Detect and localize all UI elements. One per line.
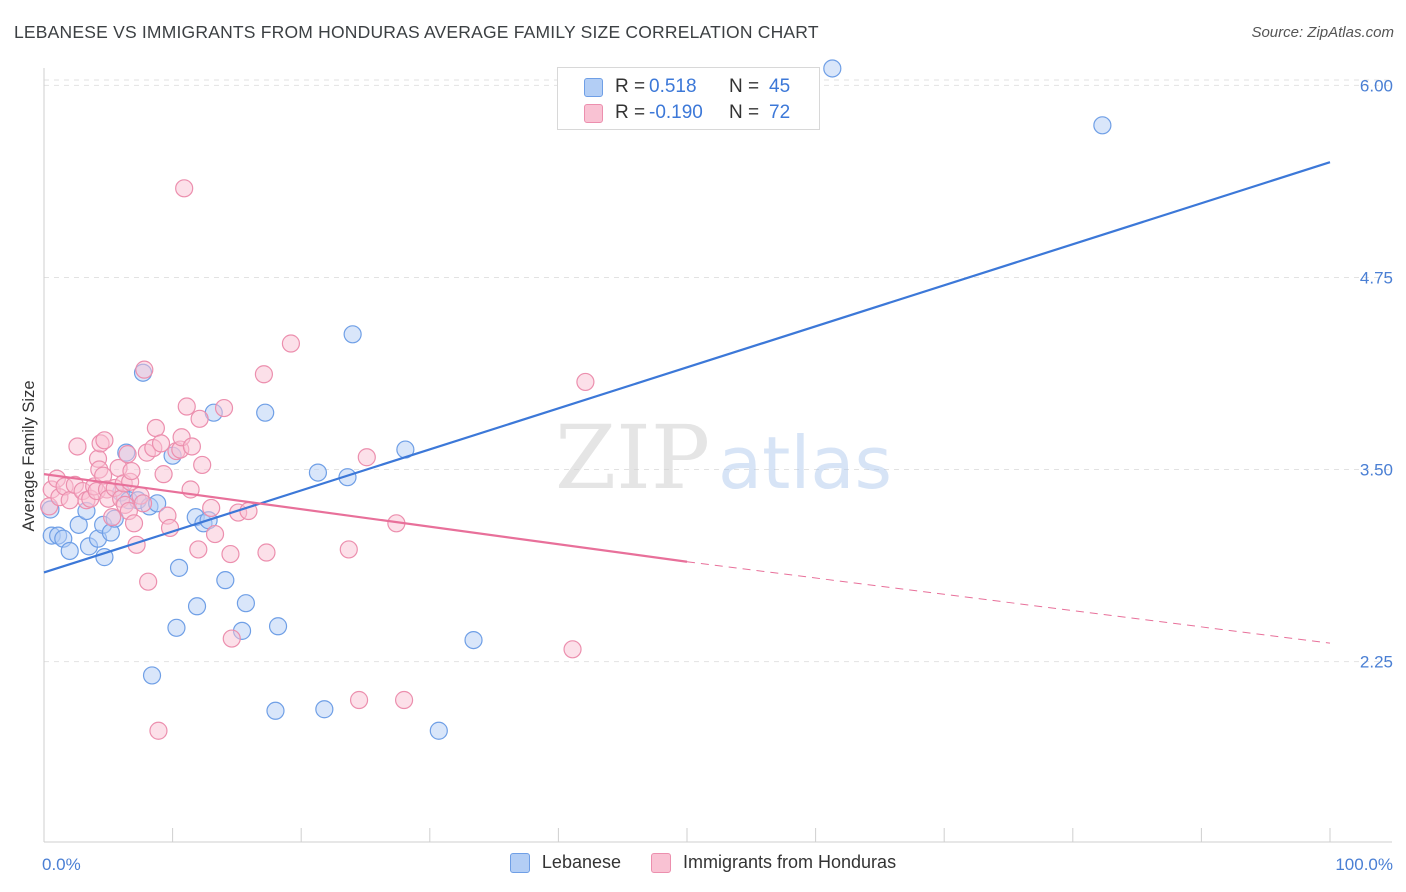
point-lebanese-31 bbox=[236, 594, 256, 613]
point-lebanese-29 bbox=[216, 571, 235, 590]
point-lebanese-37 bbox=[338, 468, 357, 487]
legend-n-label: N = bbox=[729, 76, 760, 97]
point-honduras-69 bbox=[563, 640, 582, 659]
point-lebanese-23 bbox=[169, 558, 189, 577]
legend-n-value: 45 bbox=[769, 76, 791, 97]
legend-swatch-honduras bbox=[651, 852, 671, 873]
point-lebanese-38 bbox=[343, 325, 362, 344]
point-honduras-66 bbox=[357, 448, 376, 467]
point-lebanese-43 bbox=[1093, 116, 1112, 135]
y-tick-label-1: 3.50 bbox=[1360, 461, 1393, 480]
point-honduras-41 bbox=[154, 465, 173, 484]
point-lebanese-34 bbox=[268, 617, 288, 636]
point-lebanese-19 bbox=[142, 666, 162, 685]
legend-item-honduras[interactable]: Immigrants from Honduras bbox=[651, 852, 896, 873]
point-lebanese-40 bbox=[429, 721, 448, 740]
axes bbox=[43, 68, 1392, 843]
point-honduras-40 bbox=[151, 434, 171, 453]
point-honduras-64 bbox=[339, 540, 358, 559]
point-honduras-70 bbox=[576, 372, 595, 392]
legend-n-value: 72 bbox=[769, 102, 791, 123]
correlation-legend: R = 0.518 N = 45 R = -0.190 N = 72 bbox=[557, 67, 820, 130]
point-honduras-29 bbox=[122, 461, 141, 481]
point-honduras-62 bbox=[257, 543, 276, 562]
watermark-atlas: atlas bbox=[718, 421, 892, 505]
point-lebanese-25 bbox=[187, 597, 207, 616]
chart-title: LEBANESE VS IMMIGRANTS FROM HONDURAS AVE… bbox=[14, 22, 819, 42]
source-label: Source: ZipAtlas.com bbox=[1251, 24, 1394, 41]
point-honduras-50 bbox=[182, 437, 201, 456]
point-lebanese-4 bbox=[60, 541, 79, 561]
point-honduras-68 bbox=[394, 690, 414, 710]
point-honduras-39 bbox=[149, 721, 168, 740]
point-lebanese-36 bbox=[315, 700, 334, 719]
y-tick-label-2: 4.75 bbox=[1360, 268, 1393, 287]
legend-row-lebanese: R = 0.518 N = 45 bbox=[584, 75, 790, 99]
trendline-lebanese bbox=[43, 161, 1331, 574]
point-honduras-26 bbox=[118, 445, 137, 464]
point-honduras-30 bbox=[124, 514, 144, 533]
point-honduras-54 bbox=[202, 498, 221, 518]
legend-r-label: R = bbox=[615, 102, 646, 123]
point-lebanese-5 bbox=[69, 515, 88, 534]
legend-r-value: -0.190 bbox=[649, 102, 703, 123]
point-honduras-33 bbox=[133, 494, 153, 513]
point-lebanese-42 bbox=[823, 59, 842, 78]
series-legend: Lebanese Immigrants from Honduras bbox=[0, 852, 1406, 873]
series-lebanese-points bbox=[41, 59, 1112, 740]
legend-label-lebanese: Lebanese bbox=[541, 852, 621, 872]
point-lebanese-33 bbox=[266, 701, 285, 720]
x-tick-label-0: 0.0% bbox=[42, 855, 81, 874]
x-tick-labels: 0.0% 100.0% bbox=[42, 855, 1393, 874]
y-axis-label: Average Family Size bbox=[20, 380, 38, 531]
y-tick-label-0: 2.25 bbox=[1360, 653, 1393, 672]
y-tick-labels: 2.25 3.50 4.75 6.00 bbox=[1360, 76, 1393, 671]
point-honduras-36 bbox=[139, 572, 158, 591]
legend-swatch-honduras bbox=[584, 103, 603, 123]
legend-swatch-lebanese bbox=[584, 77, 603, 97]
point-honduras-53 bbox=[193, 455, 212, 475]
point-honduras-7 bbox=[68, 437, 87, 456]
point-honduras-55 bbox=[205, 524, 225, 544]
point-honduras-34 bbox=[135, 360, 154, 379]
trendline-honduras bbox=[43, 473, 688, 563]
legend-row-honduras: R = -0.190 N = 72 bbox=[584, 101, 790, 125]
legend-n-label: N = bbox=[729, 102, 760, 123]
point-lebanese-41 bbox=[464, 630, 483, 650]
watermark-zip: ZIP bbox=[555, 406, 710, 509]
legend-r-label: R = bbox=[615, 76, 646, 97]
point-honduras-57 bbox=[221, 544, 240, 564]
point-honduras-58 bbox=[222, 629, 241, 648]
trendlines bbox=[43, 161, 1331, 644]
watermark: ZIP atlas bbox=[555, 406, 892, 509]
point-lebanese-32 bbox=[256, 403, 275, 422]
point-honduras-48 bbox=[177, 397, 196, 416]
point-honduras-52 bbox=[190, 409, 209, 428]
point-honduras-17 bbox=[95, 431, 114, 450]
legend-label-honduras: Immigrants from Honduras bbox=[683, 852, 897, 872]
legend-item-lebanese[interactable]: Lebanese bbox=[509, 852, 621, 873]
point-honduras-56 bbox=[214, 398, 234, 418]
point-lebanese-35 bbox=[308, 463, 328, 482]
trendline-honduras-extension bbox=[686, 561, 1331, 644]
point-lebanese-22 bbox=[167, 618, 186, 637]
grid-lines bbox=[44, 79, 1392, 663]
series-honduras-points bbox=[40, 179, 595, 740]
point-honduras-51 bbox=[189, 540, 208, 559]
point-honduras-43 bbox=[160, 518, 180, 538]
point-honduras-38 bbox=[146, 418, 165, 438]
point-honduras-20 bbox=[103, 508, 122, 527]
point-honduras-63 bbox=[281, 334, 301, 353]
y-tick-label-3: 6.00 bbox=[1360, 76, 1393, 95]
point-honduras-65 bbox=[349, 690, 369, 710]
legend-swatch-lebanese bbox=[509, 852, 530, 873]
legend-r-value: 0.518 bbox=[649, 76, 697, 97]
point-honduras-61 bbox=[254, 365, 274, 384]
x-tick-label-1: 100.0% bbox=[1335, 855, 1393, 874]
point-honduras-47 bbox=[175, 179, 194, 198]
